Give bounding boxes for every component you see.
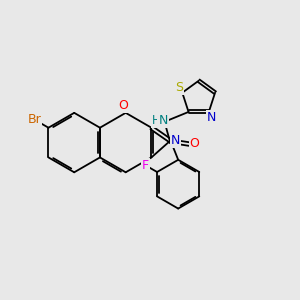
Text: N: N — [170, 134, 180, 147]
Text: H: H — [152, 114, 161, 127]
Text: N: N — [207, 111, 217, 124]
Text: Br: Br — [27, 113, 41, 126]
Text: F: F — [142, 159, 149, 172]
Text: O: O — [190, 137, 200, 150]
Text: O: O — [118, 99, 128, 112]
Text: N: N — [158, 114, 168, 127]
Text: S: S — [175, 81, 183, 94]
